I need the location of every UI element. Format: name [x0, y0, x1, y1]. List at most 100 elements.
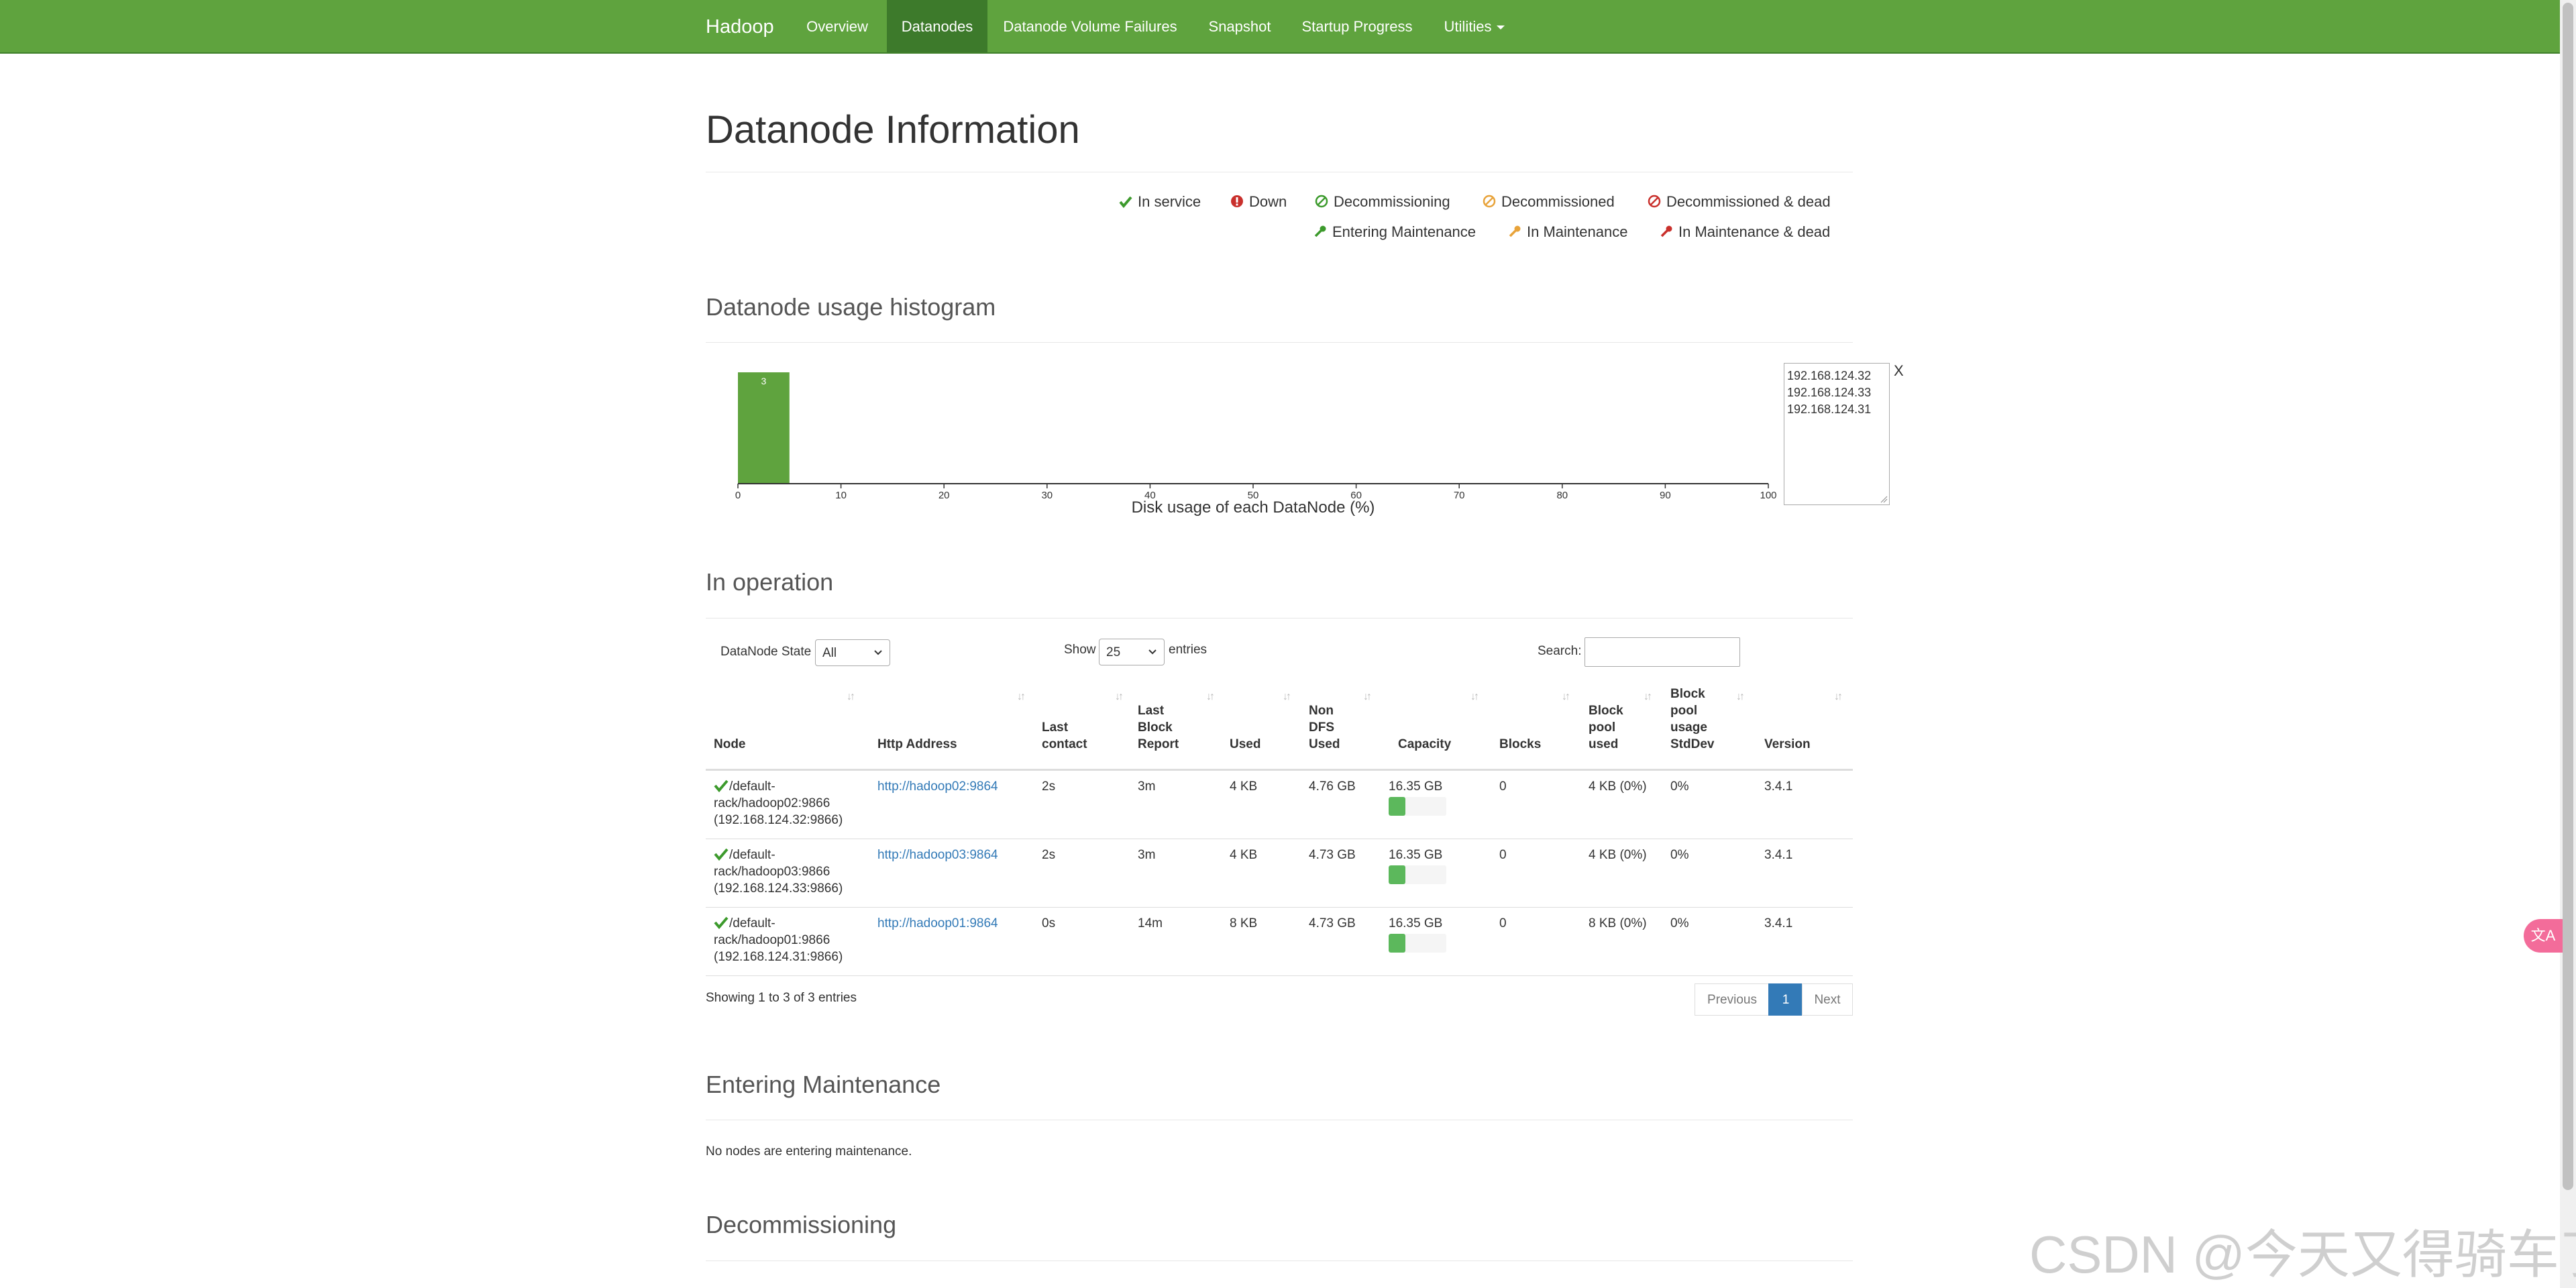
column-header[interactable]: Blocks [1499, 737, 1542, 751]
column-header[interactable]: Capacity [1398, 737, 1452, 751]
ban-icon [1483, 195, 1496, 208]
sort-icon[interactable]: ↓↑ [1017, 691, 1026, 702]
sort-icon[interactable]: ↓↑ [847, 691, 855, 702]
scrollbar-thumb[interactable] [2563, 3, 2573, 1190]
column-header[interactable]: Non [1309, 704, 1334, 718]
row-divider [706, 975, 1853, 976]
vertical-scrollbar[interactable] [2560, 0, 2576, 1288]
nav-datanode-volume-failures[interactable]: Datanode Volume Failures [1003, 18, 1177, 35]
wrench-icon [1509, 225, 1521, 237]
column-header[interactable]: Used [1230, 737, 1261, 751]
sort-icon[interactable]: ↓↑ [1363, 691, 1372, 702]
sort-icon[interactable]: ↓↑ [1115, 691, 1124, 702]
search-input[interactable] [1585, 637, 1740, 667]
http-address-link[interactable]: http://hadoop03:9864 [877, 848, 998, 862]
nav-overview[interactable]: Overview [806, 18, 868, 35]
translate-floating-button[interactable]: 文A [2524, 919, 2563, 953]
column-header[interactable]: StdDev [1670, 737, 1715, 751]
wrench-icon [1660, 225, 1672, 237]
legend-decommissioned: Decommissioned [1483, 193, 1615, 211]
in-operation-section-title: In operation [706, 568, 834, 596]
sort-icon[interactable]: ↓↑ [1206, 691, 1215, 702]
host-list-item[interactable]: 192.168.124.31 [1787, 402, 1872, 416]
legend-entering-maintenance: Entering Maintenance [1313, 223, 1476, 241]
column-header[interactable]: Last [1042, 720, 1069, 735]
legend-label: Entering Maintenance [1332, 223, 1477, 240]
capacity-usage-bar-fill [1389, 865, 1405, 884]
column-header[interactable]: usage [1670, 720, 1707, 735]
capacity: 16.35 GB [1389, 848, 1443, 862]
sort-icon[interactable]: ↓↑ [1834, 691, 1843, 702]
node-name: (192.168.124.31:9866) [714, 950, 843, 964]
block-pool-usage-stddev: 0% [1670, 916, 1689, 930]
brand-link[interactable]: Hadoop [706, 16, 774, 38]
table-summary: Showing 1 to 3 of 3 entries [706, 991, 857, 1005]
http-address-link[interactable]: http://hadoop02:9864 [877, 780, 998, 794]
wrench-icon [1314, 225, 1326, 237]
column-header[interactable]: used [1589, 737, 1619, 751]
capacity: 16.35 GB [1389, 916, 1443, 930]
capacity-usage-bar [1389, 934, 1446, 953]
histogram-tick-label: 60 [1350, 490, 1362, 501]
host-list-item[interactable]: 192.168.124.33 [1787, 386, 1872, 399]
datanode-host-list[interactable]: 192.168.124.32 192.168.124.33 192.168.124.… [1784, 363, 1890, 505]
nav-datanodes[interactable]: Datanodes [887, 0, 987, 52]
node-name: (192.168.124.32:9866) [714, 813, 843, 827]
sort-icon[interactable]: ↓↑ [1644, 691, 1652, 702]
column-header[interactable]: Last [1138, 704, 1165, 718]
exclamation-circle-icon [1231, 195, 1243, 207]
column-header[interactable]: contact [1042, 737, 1087, 751]
sort-icon[interactable]: ↓↑ [1562, 691, 1570, 702]
in-service-check-icon [714, 780, 729, 792]
pagination-previous-button[interactable]: Previous [1695, 983, 1770, 1016]
legend-label: In service [1138, 193, 1201, 210]
http-address-link[interactable]: http://hadoop01:9864 [877, 916, 998, 930]
table-header-divider [706, 769, 1853, 771]
nav-utilities-dropdown[interactable]: Utilities [1433, 0, 1516, 52]
divider [706, 1260, 1853, 1261]
capacity-usage-bar [1389, 797, 1446, 816]
top-navbar: Hadoop Overview Datanodes Datanode Volum… [0, 0, 2560, 54]
legend-label: In Maintenance [1527, 223, 1628, 240]
column-header[interactable]: DFS [1309, 720, 1334, 735]
sort-icon[interactable]: ↓↑ [1470, 691, 1479, 702]
nav-snapshot[interactable]: Snapshot [1208, 18, 1271, 35]
histogram-tick-label: 80 [1556, 490, 1568, 501]
histogram-tick-label: 90 [1660, 490, 1671, 501]
nav-startup-progress[interactable]: Startup Progress [1301, 18, 1413, 35]
search-label: Search: [1538, 644, 1582, 658]
legend-decommissioning: Decommissioning [1315, 193, 1450, 211]
column-header[interactable]: Http Address [877, 737, 957, 751]
legend-label: In Maintenance & dead [1678, 223, 1831, 240]
used: 4 KB [1230, 780, 1258, 794]
column-header[interactable]: Block [1589, 704, 1623, 718]
caret-down-icon [1497, 25, 1505, 30]
sort-icon[interactable]: ↓↑ [1736, 691, 1745, 702]
column-header[interactable]: Block [1670, 687, 1705, 701]
column-header[interactable]: pool [1670, 704, 1698, 718]
column-header[interactable]: pool [1589, 720, 1616, 735]
version: 3.4.1 [1764, 916, 1793, 930]
last-contact: 2s [1042, 848, 1056, 862]
column-header[interactable]: Used [1309, 737, 1340, 751]
datanode-state-value: All [822, 646, 837, 660]
column-header[interactable]: Node [714, 737, 746, 751]
http-address-cell: http://hadoop02:9864 [877, 778, 998, 795]
last-block-report: 3m [1138, 848, 1156, 862]
pagination-page-button[interactable]: 1 [1768, 983, 1803, 1016]
host-list-item[interactable]: 192.168.124.32 [1787, 369, 1872, 382]
block-pool-usage-stddev: 0% [1670, 848, 1689, 862]
entries-per-page-select[interactable]: 25 [1099, 639, 1165, 665]
sort-icon[interactable]: ↓↑ [1283, 691, 1291, 702]
resize-handle-icon[interactable] [1880, 495, 1888, 503]
column-header[interactable]: Report [1138, 737, 1179, 751]
version: 3.4.1 [1764, 848, 1793, 862]
close-host-list-button[interactable]: X [1894, 362, 1904, 379]
legend-in-service: In service [1119, 193, 1201, 211]
last-contact: 2s [1042, 780, 1056, 794]
column-header[interactable]: Block [1138, 720, 1173, 735]
block-pool-used: 4 KB (0%) [1589, 848, 1647, 862]
column-header[interactable]: Version [1764, 737, 1811, 751]
datanode-state-select[interactable]: All [815, 639, 890, 666]
pagination-next-button[interactable]: Next [1802, 983, 1853, 1016]
